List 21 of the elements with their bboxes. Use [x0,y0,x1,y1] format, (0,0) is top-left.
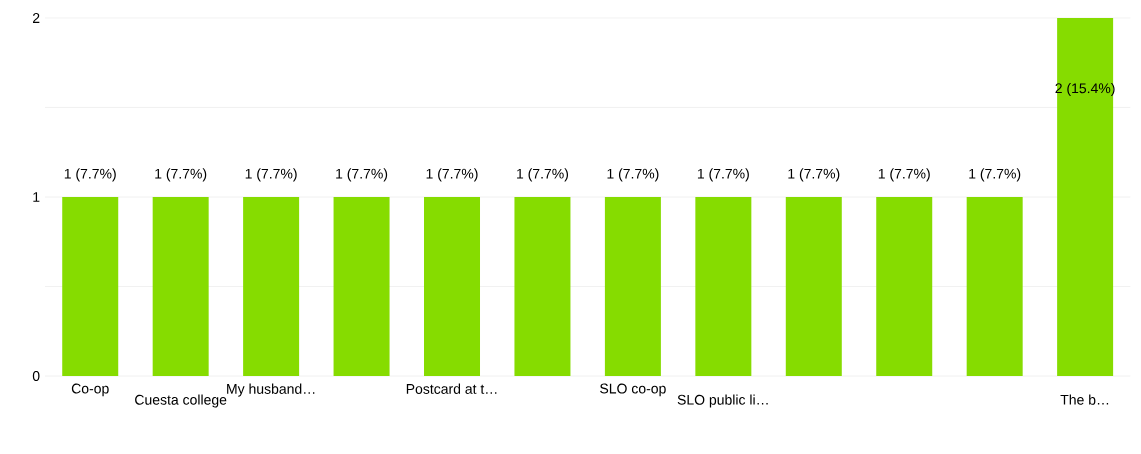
y-tick-label: 2 [33,13,40,23]
data-label: 1 (7.7%) [607,168,659,182]
x-tick-label: My husband… [227,383,315,397]
data-label: 1 (7.7%) [336,168,388,182]
data-label: 1 (7.7%) [969,168,1021,182]
x-tick-label: Postcard at t… [406,383,497,394]
data-label: 1 (7.7%) [64,168,116,182]
data-label: 1 (7.7%) [517,168,569,182]
y-tick-label: 0 [32,371,40,381]
x-tick-label: SLO co-op [600,383,666,397]
data-label: 1 (7.7%) [878,168,930,182]
data-label: 1 (7.7%) [245,168,297,182]
x-tick-label: Co-op [71,383,109,397]
y-tick-label: 1 [33,192,40,202]
x-tick-label: The b… [1060,394,1109,405]
data-label: 1 (7.7%) [697,168,749,182]
x-tick-label: Cuesta college [135,394,227,408]
data-label: 1 (7.7%) [155,168,207,182]
x-tick-label: SLO public li… [677,394,768,408]
data-label: 1 (7.7%) [788,168,840,182]
data-label: 1 (7.7%) [426,168,478,182]
